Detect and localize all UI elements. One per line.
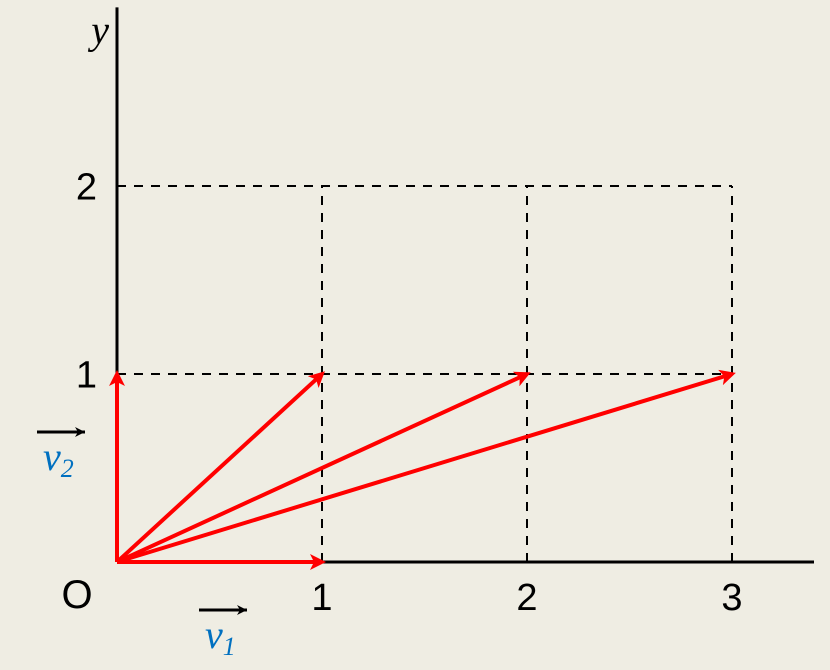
plot-background [0, 0, 830, 670]
x-tick-label: 2 [516, 577, 537, 619]
vector-diagram: 12312xyOv1v2 [0, 0, 830, 670]
y-tick-label: 1 [76, 354, 97, 396]
x-tick-label: 3 [721, 577, 742, 619]
y-tick-label: 2 [76, 166, 97, 208]
x-tick-label: 1 [311, 577, 332, 619]
origin-label: O [61, 573, 92, 617]
y-axis-label: y [87, 7, 109, 52]
